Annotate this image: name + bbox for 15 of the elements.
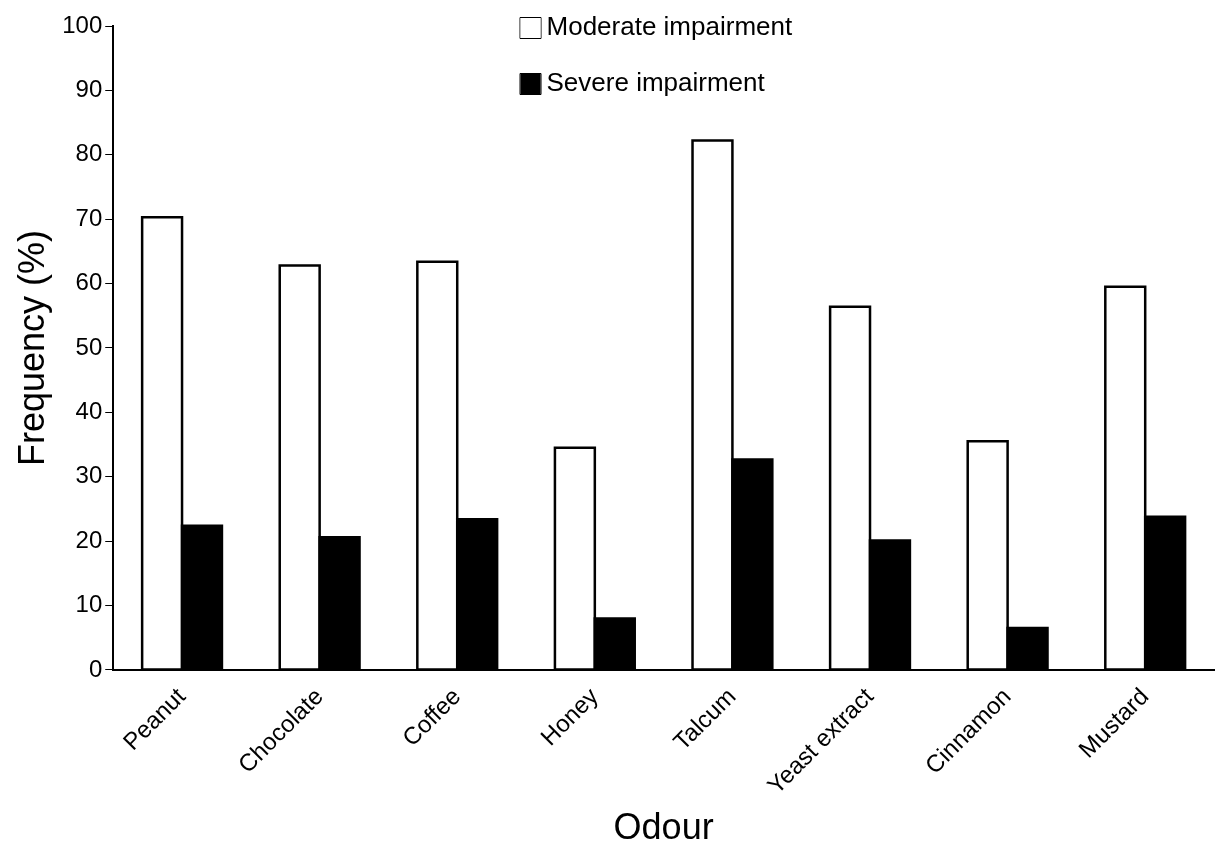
y-tick-label: 70: [75, 203, 103, 231]
x-axis-title: Odour: [613, 806, 714, 848]
y-tick-label: 100: [62, 10, 103, 38]
y-tick-label: 0: [88, 654, 103, 682]
y-tick-label: 10: [75, 590, 103, 618]
y-tick-label: 40: [75, 397, 103, 424]
y-tick-label: 90: [75, 75, 103, 103]
legend-label: Severe impairment: [546, 67, 766, 98]
y-tick-label: 20: [75, 525, 103, 553]
y-tick-label: 60: [75, 268, 103, 296]
y-tick-label: 30: [75, 461, 103, 489]
y-tick-label: 80: [75, 139, 103, 167]
y-tick-label: 50: [75, 332, 103, 360]
legend-label: Moderate impairment: [546, 11, 793, 42]
y-axis-title: Frequency (%): [10, 229, 52, 467]
